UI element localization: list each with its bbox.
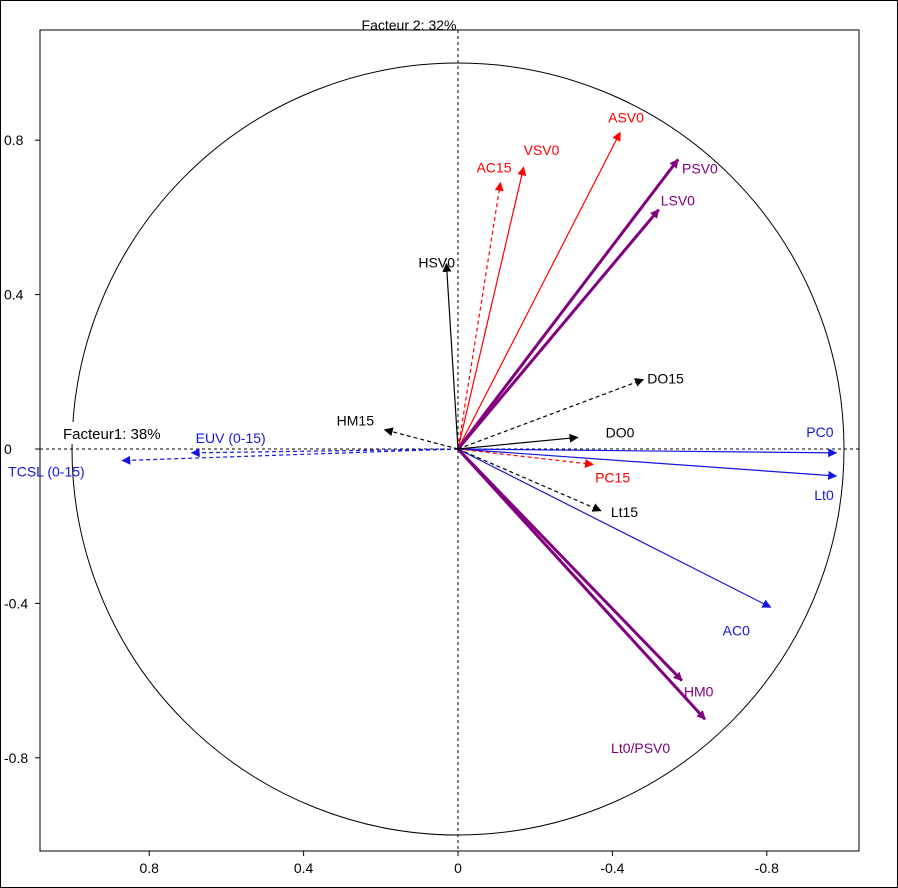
vector-label: EUV (0-15) — [196, 430, 266, 446]
vector-label: Lt15 — [611, 504, 638, 520]
vector-arrow — [457, 448, 602, 512]
x-axis-ticks: 0.8 0.4 0 -0.4 -0.8 — [139, 851, 779, 876]
vector-label: HM0 — [684, 684, 714, 700]
vector-label: DO0 — [606, 424, 635, 440]
vector-label: PSV0 — [682, 161, 718, 177]
vector-arrow — [457, 448, 838, 480]
vector-arrow — [121, 448, 459, 465]
vector-label: Lt0 — [814, 487, 834, 503]
vector-arrow — [457, 378, 645, 450]
vector-label: TCSL (0-15) — [8, 464, 85, 480]
vector-arrow — [383, 427, 459, 450]
vector-label: LSV0 — [661, 193, 695, 209]
vector-label: PC0 — [806, 424, 833, 440]
y-axis-title: Facteur 2: 32% — [362, 17, 457, 33]
vector-label: AC15 — [476, 160, 511, 176]
y-tick-label: 0 — [4, 441, 12, 457]
vector-label: HM15 — [337, 413, 375, 429]
vector-arrow — [456, 158, 680, 450]
x-tick-label: 0.8 — [139, 860, 159, 876]
y-tick-label: 0.4 — [4, 287, 24, 303]
x-tick-label: 0.4 — [294, 860, 314, 876]
vector-arrow — [457, 181, 504, 450]
y-tick-label: -0.4 — [4, 595, 28, 611]
vector-arrow — [457, 448, 838, 458]
x-axis-title-background — [62, 422, 188, 444]
vector-label: PC15 — [595, 469, 630, 485]
vector-arrow — [457, 433, 579, 450]
vector-label: DO15 — [647, 371, 684, 387]
vector-arrow — [190, 448, 459, 458]
x-axis-title: Facteur1: 38% — [63, 426, 161, 443]
x-tick-label: -0.4 — [600, 860, 624, 876]
vector-label: AC0 — [723, 622, 750, 638]
y-tick-label: -0.8 — [4, 750, 28, 766]
vector-arrow — [456, 208, 660, 450]
vector-arrows: PC0 Lt0 AC0 EUV (0-15) TCSL (0-15) ASV0 VSV0 AC… — [8, 109, 838, 756]
vector-arrow — [457, 166, 527, 450]
vector-arrow — [456, 447, 707, 721]
x-tick-label: 0 — [454, 860, 462, 876]
vector-label: ASV0 — [608, 109, 644, 125]
vector-arrow — [457, 448, 772, 608]
plot-frame — [39, 29, 860, 852]
vector-label: Lt0/PSV0 — [611, 740, 670, 756]
vector-arrow — [457, 131, 621, 450]
y-axis-ticks: 0.8 0.4 0 -0.4 -0.8 — [4, 132, 40, 766]
vector-arrow — [442, 262, 459, 450]
vector-arrow — [457, 448, 594, 468]
vector-label: VSV0 — [524, 142, 560, 158]
x-tick-label: -0.8 — [755, 860, 779, 876]
y-tick-label: 0.8 — [4, 132, 24, 148]
vector-label: HSV0 — [418, 255, 455, 271]
